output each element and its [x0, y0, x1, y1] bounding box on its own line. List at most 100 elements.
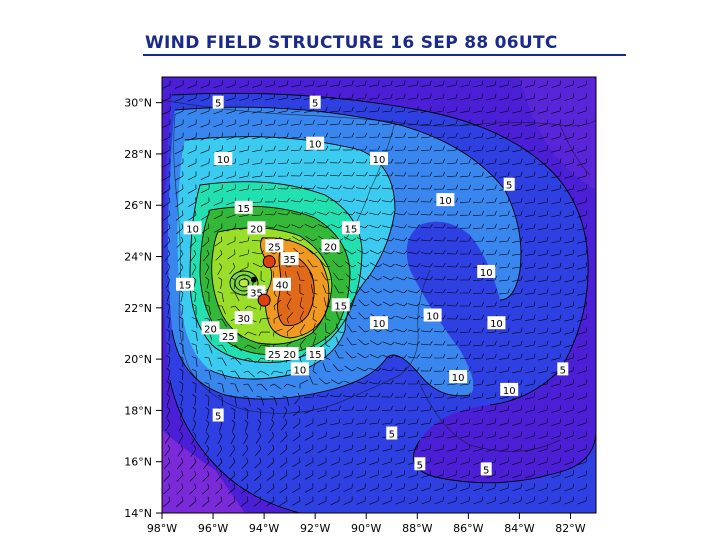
wind-barb — [499, 80, 510, 88]
wind-barb — [460, 405, 471, 412]
wind-barb — [282, 395, 290, 406]
wind-barb — [252, 184, 263, 191]
wind-barb — [369, 457, 379, 465]
wind-barb — [368, 119, 380, 126]
contour-label-box — [557, 362, 569, 376]
wind-barb — [239, 93, 250, 101]
wind-barb — [473, 93, 484, 101]
wind-barb — [162, 119, 171, 129]
wind-barb — [176, 223, 184, 235]
wind-barb — [162, 210, 171, 221]
wind-barb — [252, 250, 264, 255]
wind-barb — [434, 289, 446, 294]
wind-barb — [244, 331, 257, 336]
wind-barb — [460, 119, 471, 126]
contour-label-text: 20 — [250, 224, 263, 235]
wind-barb — [395, 354, 408, 359]
wind-barb — [473, 496, 483, 505]
wind-barb — [486, 132, 497, 139]
contour-label-box — [306, 136, 325, 150]
wind-barb — [215, 249, 223, 261]
wind-barb — [395, 483, 405, 492]
wind-barb — [290, 158, 303, 164]
wind-barb — [485, 236, 497, 243]
wind-barb — [204, 304, 211, 315]
wind-barb — [230, 357, 242, 365]
wind-barb — [460, 496, 470, 505]
wind-barb — [577, 392, 587, 400]
wind-barb — [265, 132, 276, 139]
wind-barb — [334, 285, 344, 294]
wind-barb — [434, 431, 445, 439]
wind-barb — [447, 405, 458, 412]
wind-barb — [564, 158, 575, 166]
wind-barb — [256, 396, 265, 406]
wind-barb — [280, 431, 288, 443]
wind-barb — [394, 158, 407, 164]
wind-barb — [382, 80, 393, 87]
contour-label-box — [370, 316, 388, 330]
wind-barb — [304, 224, 317, 229]
wind-barb — [499, 496, 509, 505]
wind-barb — [512, 275, 523, 282]
wind-barb — [342, 119, 354, 126]
wind-barb — [200, 132, 210, 141]
wind-barb — [255, 432, 262, 444]
wind-barb — [551, 223, 562, 231]
wind-barb — [382, 444, 393, 452]
wind-barb — [382, 106, 393, 113]
wind-barb — [293, 405, 301, 417]
wind-barb — [577, 106, 588, 114]
wind-barb — [189, 236, 197, 248]
wind-barb — [166, 368, 171, 380]
wind-barb — [278, 93, 289, 101]
wind-barb — [499, 353, 510, 360]
contour-label-box — [423, 308, 442, 322]
wind-barb — [187, 184, 197, 194]
wind-barb — [303, 171, 316, 177]
wind-barb — [447, 496, 457, 505]
wind-barb — [420, 145, 432, 151]
wind-barb — [358, 325, 370, 333]
wind-barb — [304, 431, 314, 441]
wind-barb — [254, 444, 262, 457]
wind-barb — [356, 211, 369, 216]
wind-barb — [525, 405, 536, 413]
wind-barb — [433, 379, 445, 385]
wind-barb — [486, 444, 497, 452]
wind-barb — [217, 344, 228, 353]
wind-barb — [230, 383, 239, 393]
wind-barb — [279, 496, 288, 507]
wind-barb — [408, 93, 419, 100]
wind-barb — [277, 198, 290, 203]
wind-barb — [239, 119, 250, 127]
wind-barb — [395, 444, 406, 452]
y-tick-label: 22°N — [124, 302, 152, 315]
wind-barb — [324, 349, 331, 360]
wind-barb — [265, 119, 276, 126]
wind-barb — [257, 419, 262, 432]
contour-label-box — [201, 321, 220, 335]
wind-barb — [473, 80, 484, 88]
contour-label-text: 10 — [452, 373, 465, 384]
contour-label-text: 10 — [480, 268, 493, 279]
wind-barb — [512, 288, 523, 295]
wind-barb — [192, 394, 197, 406]
wind-barb — [344, 261, 357, 268]
wind-barb — [309, 271, 318, 281]
wind-barb — [330, 224, 343, 229]
wind-barb — [346, 324, 357, 333]
wind-barb — [355, 405, 368, 411]
wind-barb — [382, 367, 395, 372]
wind-barb — [551, 392, 562, 400]
wind-barb — [564, 132, 575, 140]
wind-barb — [166, 380, 171, 393]
contour-label-box — [331, 298, 350, 312]
wind-barb — [357, 338, 370, 346]
wind-barb — [512, 158, 523, 166]
wind-barb — [226, 119, 237, 127]
wind-barb — [433, 171, 446, 177]
wind-barb — [434, 392, 445, 399]
wind-barb — [486, 145, 497, 152]
wind-barb — [446, 340, 459, 346]
